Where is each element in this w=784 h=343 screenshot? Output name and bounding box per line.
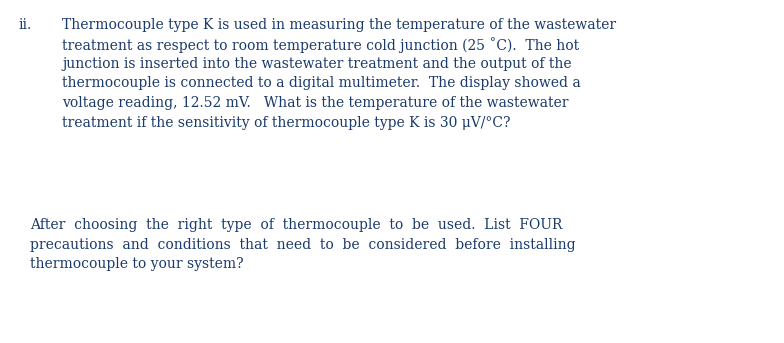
Text: treatment as respect to room temperature cold junction (25 ˚C).  The hot: treatment as respect to room temperature…: [62, 37, 579, 54]
Text: ii.: ii.: [18, 18, 31, 32]
Text: Thermocouple type K is used in measuring the temperature of the wastewater: Thermocouple type K is used in measuring…: [62, 18, 616, 32]
Text: junction is inserted into the wastewater treatment and the output of the: junction is inserted into the wastewater…: [62, 57, 572, 71]
Text: voltage reading, 12.52 mV.   What is the temperature of the wastewater: voltage reading, 12.52 mV. What is the t…: [62, 96, 568, 110]
Text: After  choosing  the  right  type  of  thermocouple  to  be  used.  List  FOUR: After choosing the right type of thermoc…: [30, 218, 562, 232]
Text: precautions  and  conditions  that  need  to  be  considered  before  installing: precautions and conditions that need to …: [30, 237, 575, 251]
Text: thermocouple to your system?: thermocouple to your system?: [30, 257, 244, 271]
Text: thermocouple is connected to a digital multimeter.  The display showed a: thermocouple is connected to a digital m…: [62, 76, 581, 91]
Text: treatment if the sensitivity of thermocouple type K is 30 μV/°C?: treatment if the sensitivity of thermoco…: [62, 116, 510, 130]
